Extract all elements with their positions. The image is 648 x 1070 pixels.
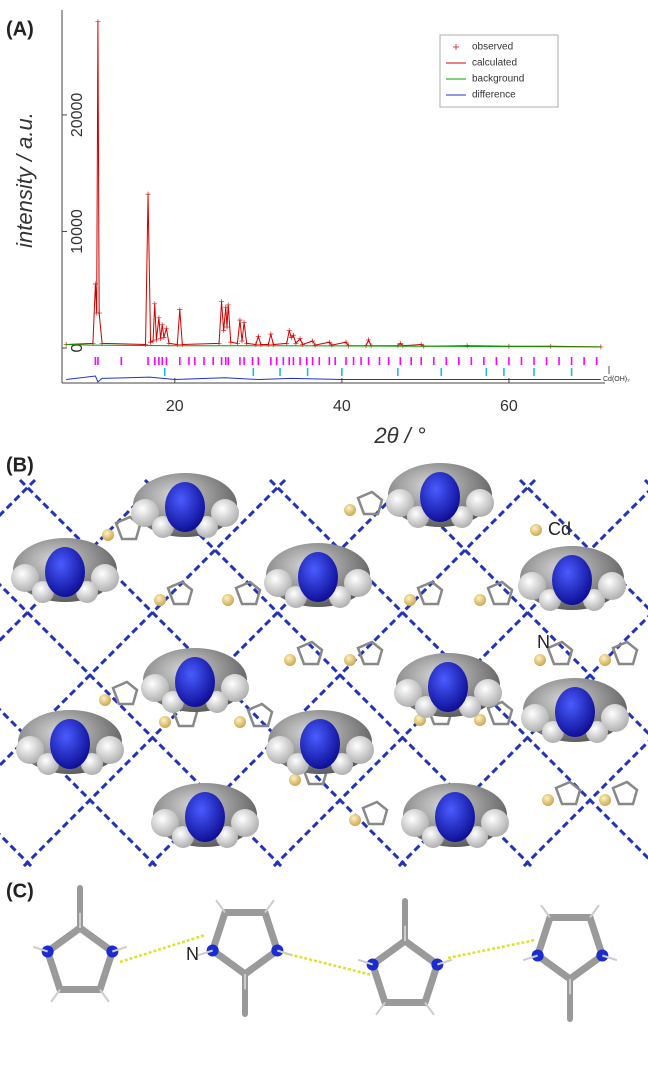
legend-label: difference [472, 90, 516, 101]
cd-atom [344, 504, 356, 516]
ring-bond [373, 941, 438, 1003]
cation [151, 783, 259, 848]
ligand [248, 704, 272, 726]
cd-atom [99, 694, 111, 706]
n-atom [300, 719, 340, 769]
h-stick [51, 990, 60, 1002]
h-stick [216, 900, 225, 912]
cation [264, 543, 372, 608]
imidazole [198, 900, 292, 1014]
cd-atom [344, 654, 356, 666]
imidazole [358, 901, 452, 1015]
legend-label: calculated [472, 58, 517, 69]
cd-atom [284, 654, 296, 666]
cd-atom [102, 529, 114, 541]
cd-atom [599, 794, 611, 806]
cation [16, 710, 124, 775]
bond-chain [0, 480, 35, 870]
cd-atom [349, 814, 361, 826]
atom-label: N [186, 944, 199, 964]
n-atom [298, 552, 338, 602]
ligand [613, 782, 637, 804]
cd-atom [159, 716, 171, 728]
cation [386, 463, 494, 528]
cd-atom [154, 594, 166, 606]
h-bond [448, 940, 535, 958]
cation [394, 653, 502, 718]
atom-label: N [537, 632, 550, 652]
x-axis-title: 2θ / ° [373, 423, 426, 448]
h-stick [541, 905, 550, 917]
n-atom [420, 472, 460, 522]
h-stick [376, 1003, 385, 1015]
bond-chain [0, 480, 35, 870]
series-line [66, 376, 601, 382]
cation [266, 710, 374, 775]
h-bond [280, 952, 372, 975]
h-stick [100, 990, 109, 1002]
cation [11, 538, 119, 603]
n-atom [428, 662, 468, 712]
n-atom [45, 547, 85, 597]
h-stick [425, 1003, 434, 1015]
cation [141, 648, 249, 713]
legend-label: background [472, 74, 524, 85]
imidazole [33, 888, 127, 1002]
ligand [358, 492, 382, 514]
ring-bond [213, 912, 278, 974]
n-atom [165, 482, 205, 532]
cd-atom [474, 594, 486, 606]
ligand [113, 682, 137, 704]
cd-atom [234, 716, 246, 728]
panel-label: (C) [6, 880, 34, 902]
cd-atom [542, 794, 554, 806]
reflection-label: Cd(OH)₂ [603, 376, 630, 383]
h-stick [265, 900, 274, 912]
n-atom [555, 687, 595, 737]
atom-label: Cd [548, 519, 571, 539]
ring-bond [48, 928, 113, 990]
cd-atom [222, 594, 234, 606]
cd-atom [534, 654, 546, 666]
n-atom [435, 792, 475, 842]
y-axis-title: intensity / a.u. [12, 112, 37, 248]
n-atom [50, 719, 90, 769]
ligand [613, 642, 637, 664]
y-tick-label: 20000 [69, 93, 86, 138]
cd-atom [530, 524, 542, 536]
figure: (A) (B) (C) Cd N N 010000200002040602θ /… [0, 0, 648, 1070]
bond-chain [520, 480, 648, 870]
hydrogen-bond-chain [33, 888, 617, 1019]
legend-label: observed [472, 42, 513, 53]
n-atom [185, 792, 225, 842]
cd-atom [289, 774, 301, 786]
cation [518, 546, 626, 611]
panel-label: (A) [6, 18, 34, 40]
x-tick-label: 40 [333, 398, 351, 415]
ligand [363, 802, 387, 824]
cd-atom [404, 594, 416, 606]
y-tick-label: 10000 [69, 209, 86, 254]
x-tick-label: 20 [166, 398, 184, 415]
cation [521, 678, 629, 743]
h-stick [590, 905, 599, 917]
ring-bond [538, 917, 603, 979]
imidazole [523, 905, 617, 1019]
bond-chain [520, 480, 648, 870]
n-atom [552, 555, 592, 605]
n-atom [175, 657, 215, 707]
x-tick-label: 60 [500, 398, 518, 415]
panel-label: (B) [6, 454, 34, 476]
cation [401, 783, 509, 848]
cd-atom [599, 654, 611, 666]
